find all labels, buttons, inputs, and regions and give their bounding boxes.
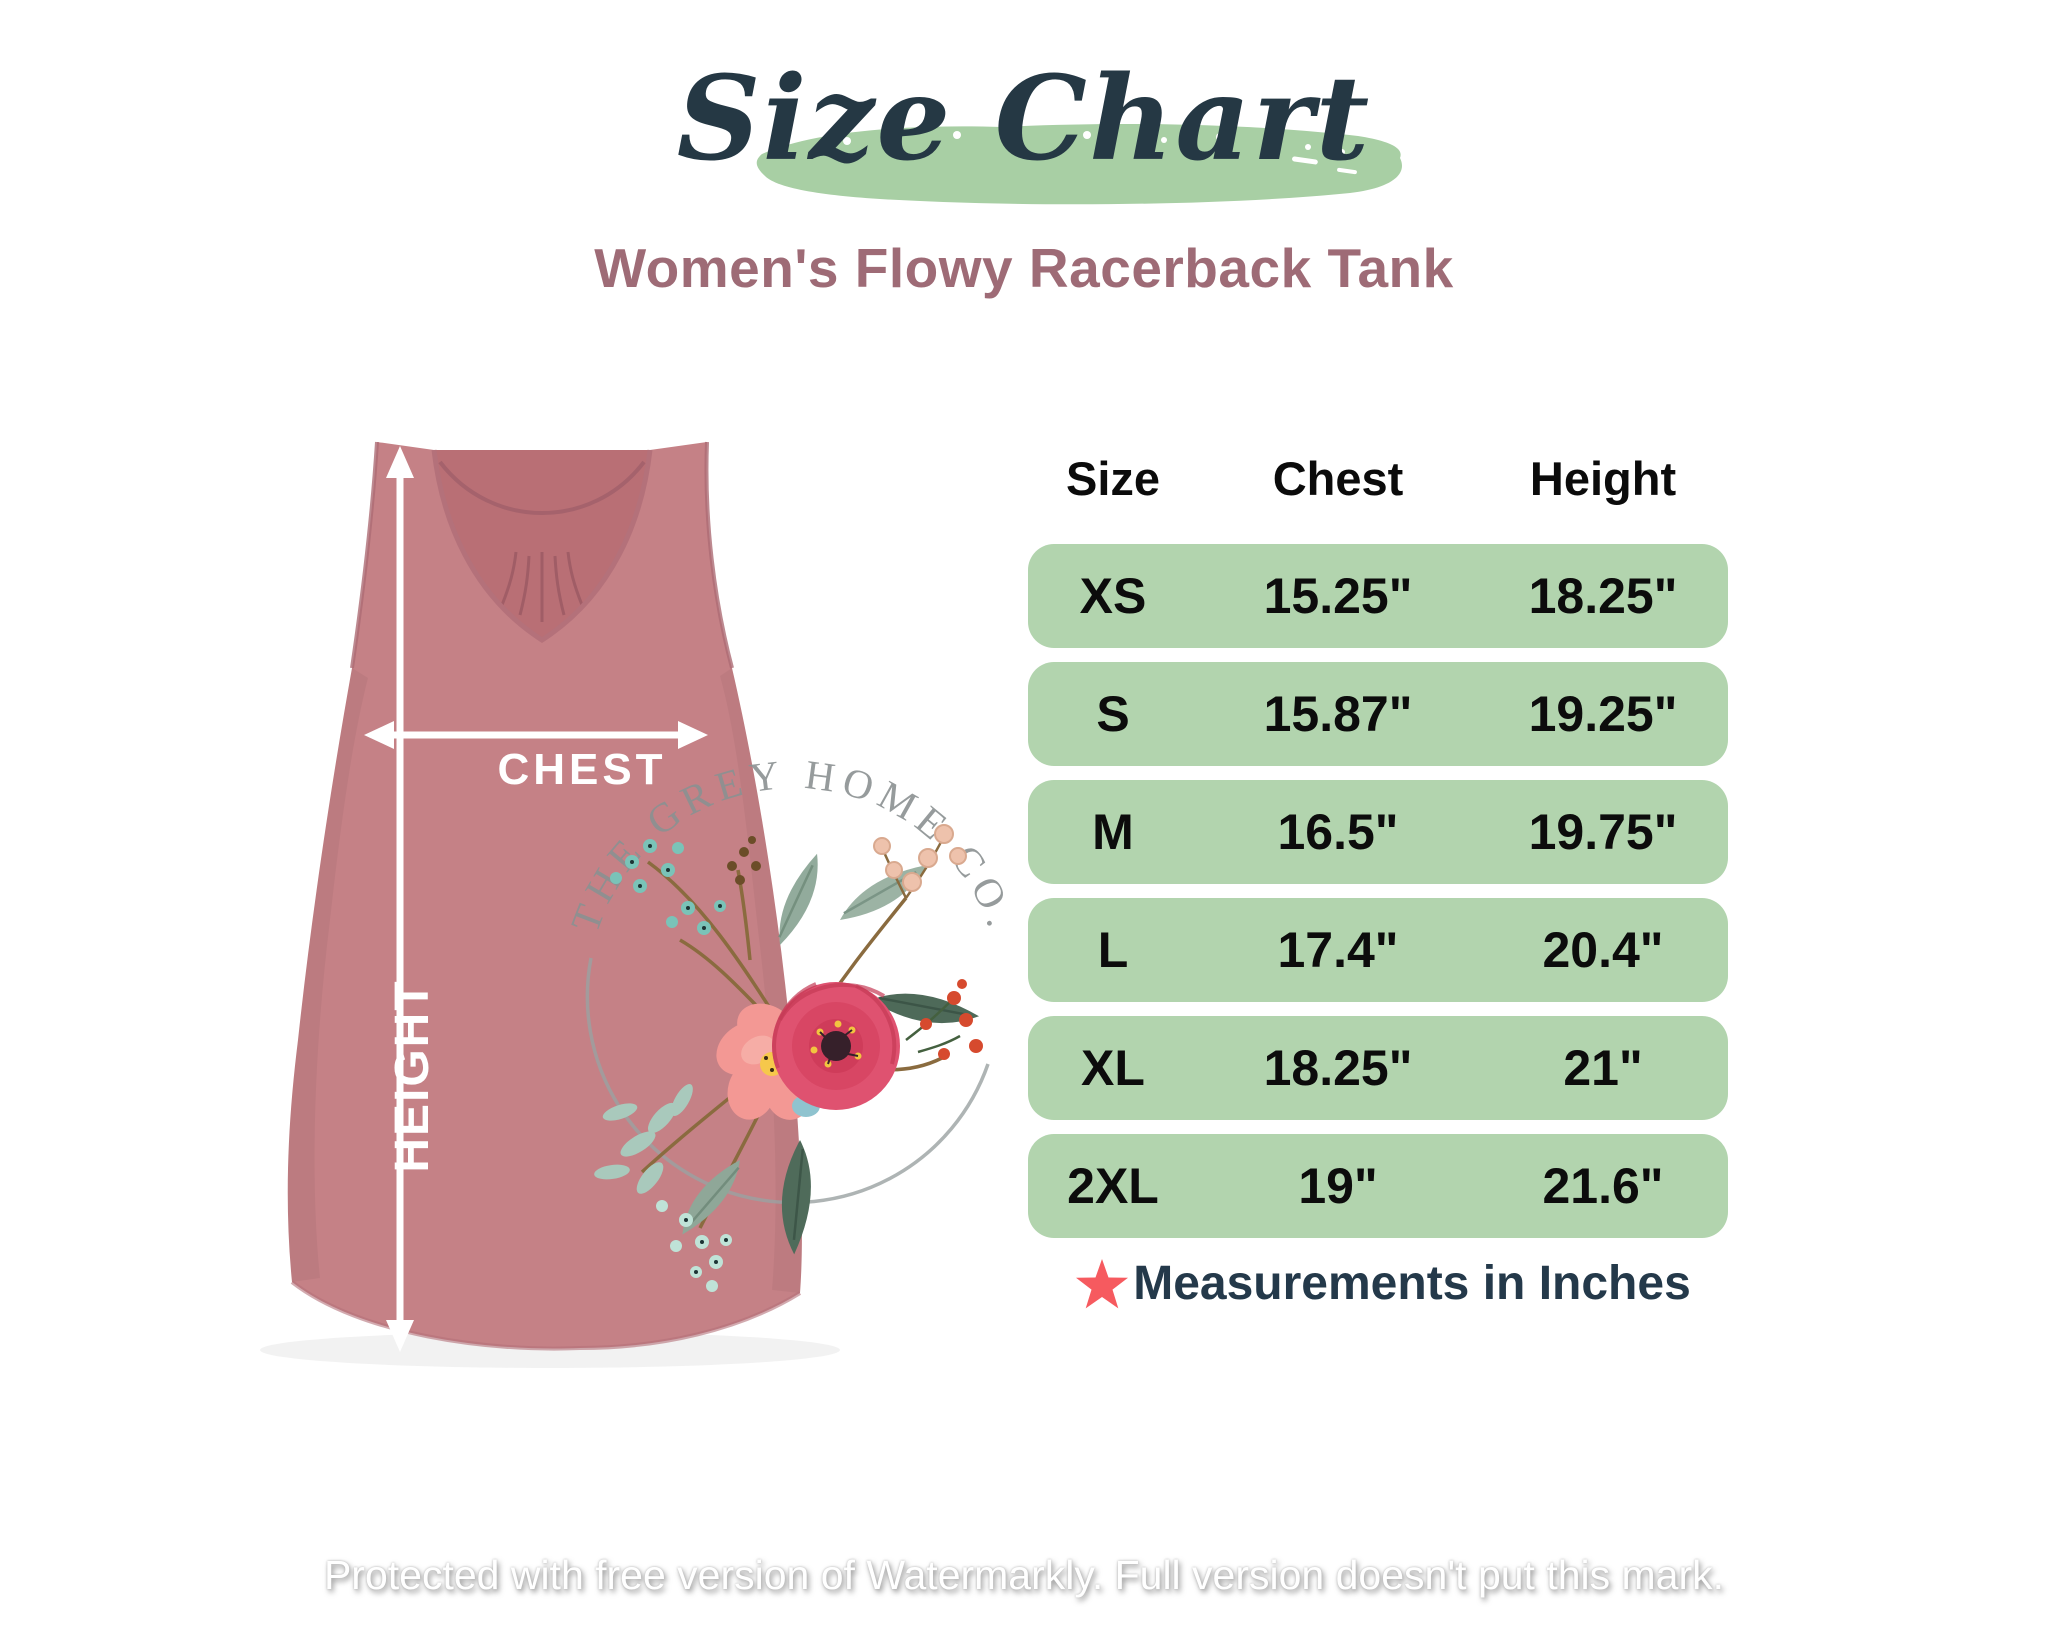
mint-leaves	[594, 1084, 693, 1194]
hem-stitch	[290, 1280, 802, 1351]
size-cell: 2XL	[1067, 1158, 1159, 1214]
chest-cell: 15.25"	[1263, 568, 1413, 624]
table-row-m: M 16.5" 19.75"	[1028, 780, 1728, 884]
height-cell: 20.4"	[1542, 922, 1664, 978]
teal-flowers	[610, 839, 726, 935]
height-cell: 19.25"	[1528, 686, 1678, 742]
mint-berries	[656, 1200, 732, 1292]
column-header-size: Size	[1065, 452, 1161, 505]
measurements-note-text: Measurements in Inches	[1133, 1257, 1691, 1310]
chest-label: CHEST	[497, 745, 666, 794]
measurement-annotations: CHEST HEIGHT	[364, 446, 708, 1352]
tank-back-panel	[434, 450, 650, 640]
size-cell: M	[1092, 804, 1134, 860]
height-arrow	[386, 446, 414, 1352]
size-table: Size Chest Height XS 15.25" 18.25" S 15.…	[1028, 455, 1728, 1252]
chest-cell: 17.4"	[1277, 922, 1399, 978]
height-cell: 18.25"	[1528, 568, 1678, 624]
height-cell: 21.6"	[1542, 1158, 1664, 1214]
size-cell: XS	[1079, 568, 1147, 624]
bottom-watermark-text: Protected with free version of Watermark…	[323, 1552, 1725, 1598]
brush-stroke-svg	[756, 123, 1402, 205]
seed-pods	[727, 836, 761, 885]
floral-bouquet	[594, 824, 983, 1292]
tank-top-graphic: THE GREY HOME CO.	[260, 441, 1020, 1368]
height-label: HEIGHT	[386, 979, 439, 1172]
height-cell: 19.75"	[1528, 804, 1678, 860]
chest-arrow	[364, 721, 708, 749]
table-row-xl: XL 18.25" 21"	[1028, 1016, 1728, 1120]
column-header-height: Height	[1529, 452, 1677, 505]
product-name: Women's Flowy Racerback Tank	[594, 237, 1454, 299]
chest-cell: 15.87"	[1263, 686, 1413, 742]
brand-circle	[585, 957, 990, 1205]
measurements-note: Measurements in Inches	[1028, 1256, 1728, 1311]
red-berries	[905, 979, 983, 1060]
star-icon	[1076, 1258, 1129, 1308]
tank-front-body	[287, 441, 802, 1351]
brush-stroke-graphic	[752, 114, 1410, 210]
size-cell: S	[1096, 686, 1130, 742]
table-row-2xl: 2XL 19" 21.6"	[1028, 1134, 1728, 1238]
size-cell: XL	[1081, 1040, 1145, 1096]
gather-pleats	[500, 551, 584, 622]
size-cell: L	[1097, 922, 1129, 978]
chest-cell: 19"	[1298, 1158, 1378, 1214]
chest-cell: 18.25"	[1263, 1040, 1413, 1096]
height-cell: 21"	[1563, 1040, 1643, 1096]
table-row-xs: XS 15.25" 18.25"	[1028, 544, 1728, 648]
table-row-s: S 15.87" 19.25"	[1028, 662, 1728, 766]
product-figure: THE GREY HOME CO.	[180, 400, 1040, 1460]
peach-buds	[873, 824, 967, 899]
chest-cell: 16.5"	[1277, 804, 1399, 860]
column-header-chest: Chest	[1272, 452, 1404, 505]
table-row-l: L 17.4" 20.4"	[1028, 898, 1728, 1002]
pink-rose	[772, 982, 900, 1110]
sage-leaves	[682, 853, 980, 1255]
table-header-row: Size Chest Height	[1028, 455, 1728, 502]
page-title: Size Chart	[676, 51, 1372, 187]
neckline-binding	[431, 449, 653, 643]
